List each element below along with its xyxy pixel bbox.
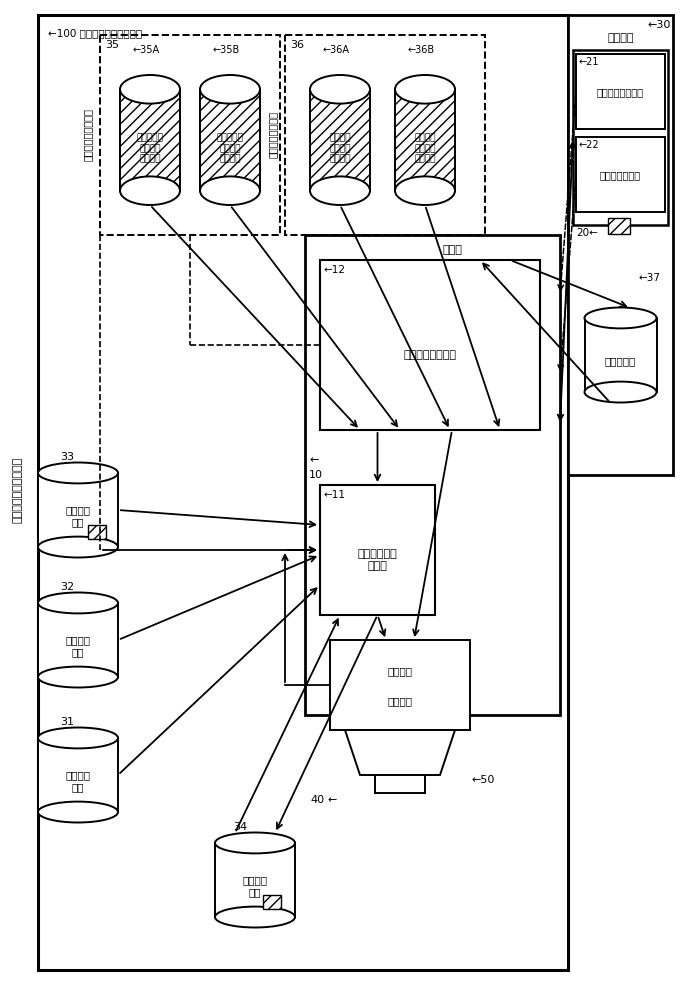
Text: ←36A: ←36A [322,45,350,55]
Bar [375,775,425,793]
Bar [200,89,260,191]
Text: ←30: ←30 [647,20,671,30]
Ellipse shape [310,75,370,104]
Text: ←35A: ←35A [133,45,160,55]
Ellipse shape [120,75,180,104]
Bar [585,318,656,392]
Text: ←11: ←11 [324,490,346,500]
Text: 运行曲线制作程序: 运行曲线制作程序 [597,87,644,97]
Text: 地上设备
数据: 地上设备 数据 [65,505,90,527]
Bar [608,218,630,234]
Text: 列车特性
数据: 列车特性 数据 [65,770,90,792]
Bar [38,738,118,812]
Text: 车站间运行时间数据: 车站间运行时间数据 [83,109,93,161]
Bar [576,54,665,129]
Text: 运行曲线
数据: 运行曲线 数据 [243,875,267,897]
Bar [310,89,370,191]
Bar [38,15,568,970]
Ellipse shape [215,832,295,853]
Bar [120,89,180,191]
Bar [330,640,470,730]
Bar [320,260,540,430]
Ellipse shape [585,382,656,402]
Ellipse shape [310,176,370,205]
Ellipse shape [200,75,260,104]
Text: 10: 10 [309,470,323,480]
Text: 车站间运行
时间必要
时间数据: 车站间运行 时间必要 时间数据 [137,134,163,163]
Text: ←21: ←21 [579,57,600,67]
Ellipse shape [38,802,118,822]
Text: ←35B: ←35B [212,45,239,55]
Bar [38,473,118,547]
Text: 时间表制作程序: 时间表制作程序 [600,170,641,180]
Bar [573,50,668,225]
Polygon shape [345,730,455,775]
Text: ←12: ←12 [324,265,346,275]
Text: 32: 32 [60,582,74,592]
Text: 列车营运计划支援系统: 列车营运计划支援系统 [13,457,23,523]
Text: 20←: 20← [576,228,598,238]
Text: 36: 36 [290,40,304,50]
Text: 输入装置: 输入装置 [388,696,413,706]
Bar [100,35,280,235]
Ellipse shape [38,728,118,748]
Ellipse shape [395,176,455,205]
Ellipse shape [395,75,455,104]
Ellipse shape [38,537,118,557]
Text: 运行曲线制作
处理部: 运行曲线制作 处理部 [358,549,397,571]
Text: 时间表数据: 时间表数据 [605,356,636,366]
Text: ←: ← [309,455,318,465]
Ellipse shape [200,176,260,205]
Text: 时间表制作处理部: 时间表制作处理部 [403,350,456,360]
Ellipse shape [120,176,180,205]
Text: ←22: ←22 [579,140,600,150]
Text: 存储装置: 存储装置 [607,33,634,43]
Text: 速度限制
数据: 速度限制 数据 [65,635,90,657]
Bar [215,843,295,917]
Text: ←100 列车营运计划支援系统: ←100 列车营运计划支援系统 [48,28,142,38]
Bar [568,15,673,475]
Text: ←36B: ←36B [407,45,435,55]
Text: 车站停车
时间必要
时间数据: 车站停车 时间必要 时间数据 [329,134,351,163]
Text: ←50: ←50 [472,775,495,785]
Ellipse shape [38,462,118,483]
Text: 33: 33 [60,452,74,462]
Bar [305,235,560,715]
Bar [320,485,435,615]
Bar [263,895,281,909]
Text: 35: 35 [105,40,119,50]
Bar [285,35,485,235]
Text: 显示装置: 显示装置 [388,666,413,676]
Text: 31: 31 [60,717,74,727]
Text: ←37: ←37 [639,273,660,283]
Text: ←: ← [328,795,337,805]
Ellipse shape [38,667,118,688]
Bar [395,89,455,191]
Text: 34: 34 [233,822,247,832]
Text: 车站停车
时间量余
时间数据: 车站停车 时间量余 时间数据 [414,134,436,163]
Bar [576,137,665,212]
Text: 40: 40 [311,795,325,805]
Ellipse shape [215,907,295,928]
Ellipse shape [38,592,118,613]
Ellipse shape [585,308,656,328]
Bar [88,525,106,539]
Text: 车站间运行
时间量余
时间数据: 车站间运行 时间量余 时间数据 [216,134,243,163]
Text: 处理器: 处理器 [443,245,462,255]
Bar [38,603,118,677]
Text: 车站停车时间数据: 车站停车时间数据 [268,111,278,158]
